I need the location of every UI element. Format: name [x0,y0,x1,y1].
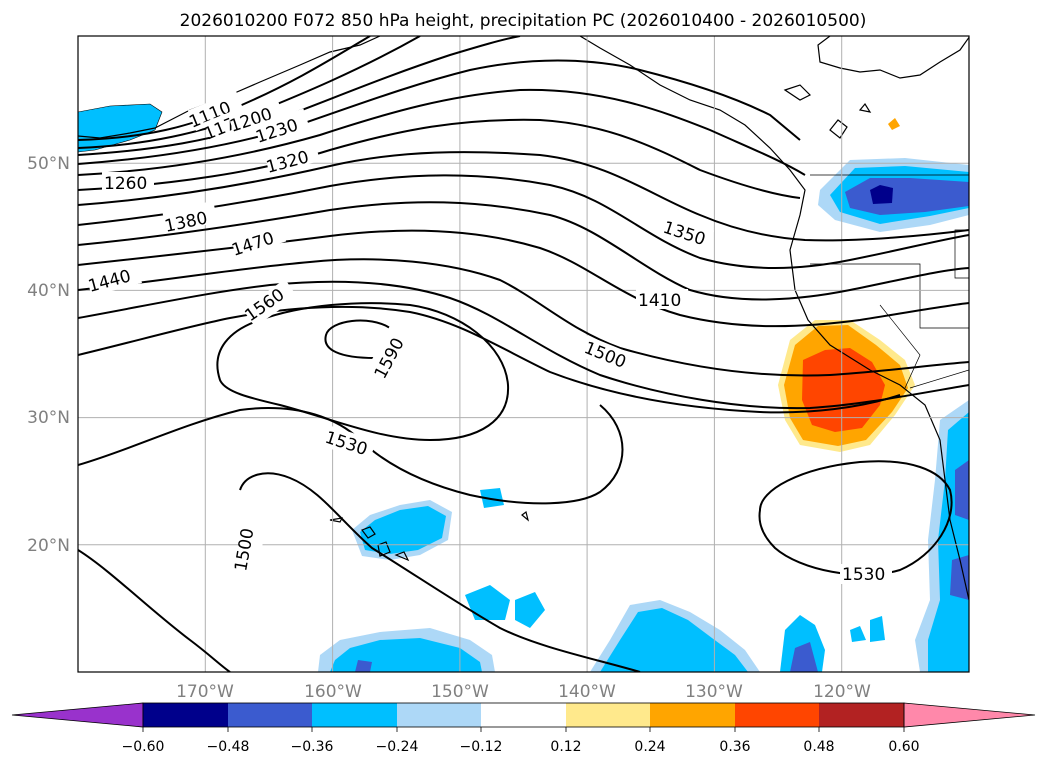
map-frame [77,35,970,673]
colorbar-tick-label: −0.60 [122,739,165,755]
colorbar-tick-label: −0.24 [376,739,419,755]
contour-1470 [78,280,969,410]
contour-1290 [78,118,801,199]
lon-tick-label: 150°W [431,682,489,702]
borders [810,174,969,389]
colorbar-swatch [312,703,397,727]
contour-1500-sw [239,472,641,672]
contour-1320 [78,151,969,242]
lon-tick-label: 120°W [813,682,871,702]
lat-tick-label: 30°N [27,408,70,428]
lon-tick-label: 130°W [685,682,743,702]
colorbar-tick-label: 0.48 [803,739,834,755]
height-contours [78,36,969,672]
colorbar-tick-label: −0.12 [460,739,503,755]
map-area: 1110 1170 1200 1230 1260 1320 1380 1440 … [77,35,970,673]
contour-1500 [78,305,901,414]
colorbar-tick-label: 0.12 [550,739,581,755]
colorbar-tick-label: 0.24 [634,739,665,755]
contour-1530-east [758,460,953,576]
lat-tick-label: 20°N [27,536,70,556]
colorbar-tick-label: 0.36 [719,739,750,755]
lon-tick-label: 140°W [558,682,616,702]
colorbar-swatch [566,703,650,727]
contour-label: 1410 [638,291,681,311]
contour-1260 [78,88,806,176]
contour-1350 [78,174,969,269]
lat-tick-label: 40°N [27,281,70,301]
colorbar-swatch [819,703,904,727]
precip-core-pnw [870,185,893,204]
lon-tick-label: 160°W [304,682,362,702]
chart-title: 2026010200 F072 850 hPa height, precipit… [180,11,867,31]
lon-tick-label: 170°W [176,682,234,702]
contour-1440 [78,258,969,377]
colorbar-tick-label: −0.36 [291,739,334,755]
colorbar-swatch [228,703,312,727]
lat-tick-labels: 50°N 40°N 30°N 20°N [27,154,70,556]
contour-label: 1530 [842,565,885,585]
colorbar-swatch [650,703,735,727]
colorbar: −0.60 −0.48 −0.36 −0.24 −0.12 0.12 0.24 … [11,702,1036,755]
coastlines [78,36,969,601]
colorbar-swatch [481,703,566,727]
lat-tick-label: 50°N [27,154,70,174]
colorbar-tick-label: −0.48 [207,739,250,755]
gridlines [78,36,969,672]
colorbar-extend-low [11,702,144,728]
colorbar-tick-label: 0.60 [888,739,919,755]
colorbar-swatch [397,703,481,727]
colorbar-swatch [735,703,819,727]
contour-1380 [78,201,969,301]
colorbar-swatch [143,703,228,727]
contour-1500-w [78,549,231,672]
contour-1230 [78,59,801,165]
contour-label: 1260 [104,174,147,194]
colorbar-extend-high [903,702,1036,728]
contour-1200 [78,36,521,156]
lon-tick-labels: 170°W 160°W 150°W 140°W 130°W 120°W [176,682,871,702]
contour-1530-main [78,404,624,505]
